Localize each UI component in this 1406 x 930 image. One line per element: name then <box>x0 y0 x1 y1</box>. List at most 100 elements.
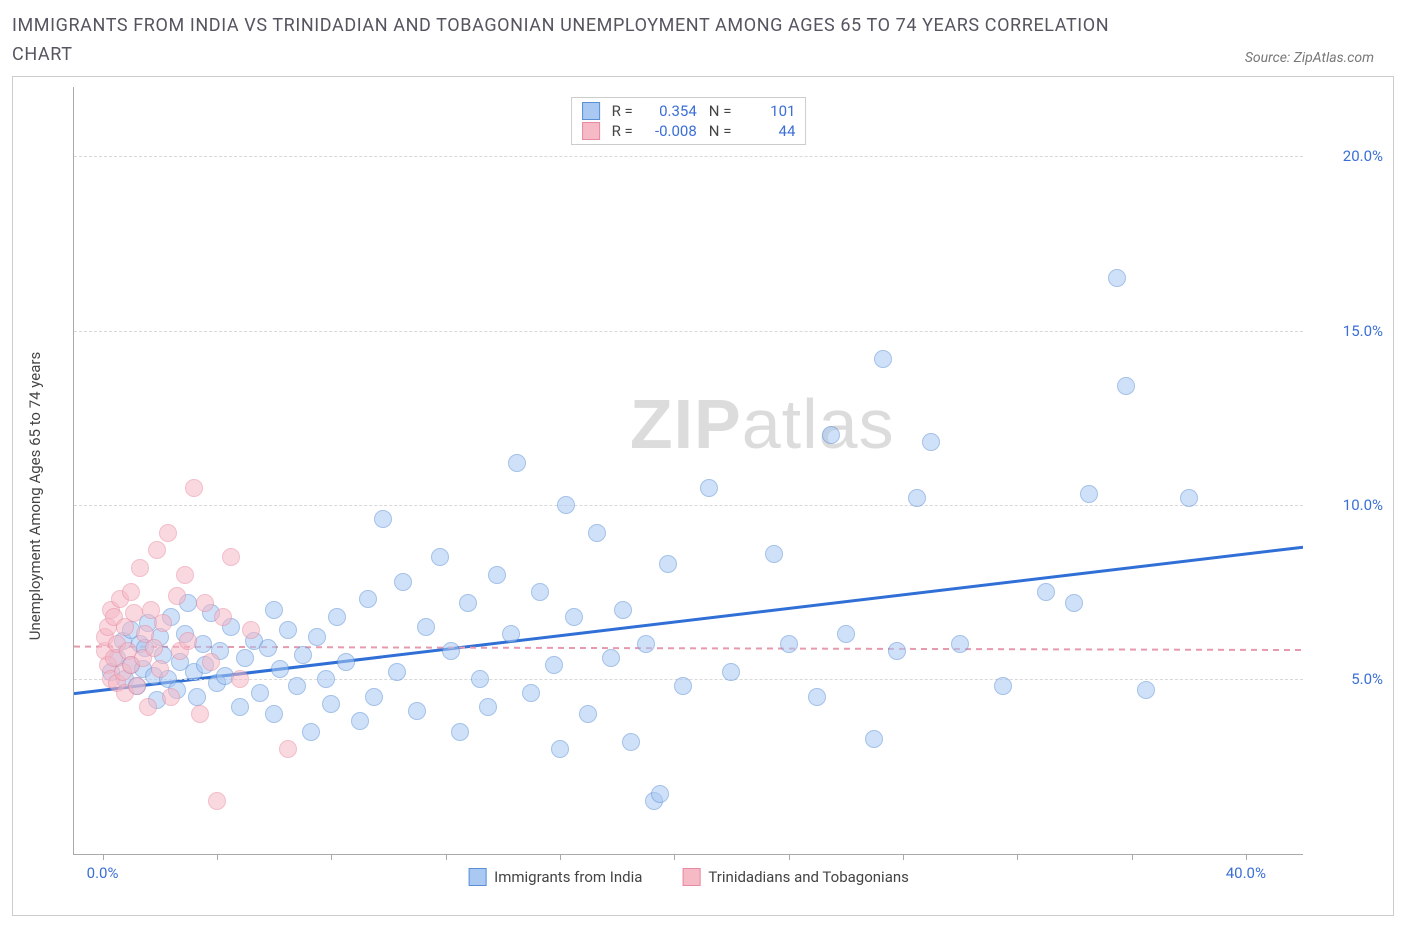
data-point <box>322 695 340 713</box>
x-tick <box>903 854 904 860</box>
x-tick <box>1246 854 1247 860</box>
data-point <box>125 604 143 622</box>
data-point <box>479 698 497 716</box>
data-point <box>208 792 226 810</box>
x-tick <box>1132 854 1133 860</box>
data-point <box>128 677 146 695</box>
data-point <box>874 350 892 368</box>
data-point <box>176 566 194 584</box>
legend-label: Trinidadians and Tobagonians <box>708 868 908 886</box>
source-attribution: Source: ZipAtlas.com <box>1245 50 1394 70</box>
gridline <box>74 331 1303 332</box>
data-point <box>508 454 526 472</box>
data-point <box>145 639 163 657</box>
data-point <box>700 479 718 497</box>
y-tick-label: 5.0% <box>1313 670 1383 688</box>
data-point <box>265 601 283 619</box>
x-tick <box>560 854 561 860</box>
data-point <box>279 740 297 758</box>
n-label: N = <box>709 122 732 140</box>
legend-swatch <box>582 102 600 120</box>
data-point <box>1065 594 1083 612</box>
data-point <box>565 608 583 626</box>
data-point <box>722 663 740 681</box>
data-point <box>236 649 254 667</box>
data-point <box>302 723 320 741</box>
n-label: N = <box>709 102 732 120</box>
watermark: ZIPatlas <box>630 384 895 464</box>
data-point <box>659 555 677 573</box>
data-point <box>674 677 692 695</box>
data-point <box>279 621 297 639</box>
x-tick <box>446 854 447 860</box>
data-point <box>1108 269 1126 287</box>
data-point <box>196 594 214 612</box>
legend-swatch <box>468 868 486 886</box>
legend-item: Trinidadians and Tobagonians <box>682 868 908 886</box>
correlation-legend: R =0.354N =101R =-0.008N =44 <box>571 97 807 145</box>
data-point <box>351 712 369 730</box>
data-point <box>317 670 335 688</box>
x-tick <box>1017 854 1018 860</box>
x-tick <box>789 854 790 860</box>
data-point <box>637 635 655 653</box>
data-point <box>765 545 783 563</box>
y-tick-label: 20.0% <box>1313 147 1383 165</box>
data-point <box>557 496 575 514</box>
y-tick-label: 10.0% <box>1313 496 1383 514</box>
r-label: R = <box>612 102 633 120</box>
data-point <box>131 559 149 577</box>
data-point <box>185 479 203 497</box>
data-point <box>1180 489 1198 507</box>
r-value: 0.354 <box>645 102 697 120</box>
data-point <box>222 548 240 566</box>
data-point <box>159 524 177 542</box>
data-point <box>1080 485 1098 503</box>
data-point <box>168 587 186 605</box>
data-point <box>459 594 477 612</box>
legend-label: Immigrants from India <box>494 868 642 886</box>
data-point <box>994 677 1012 695</box>
x-tick <box>103 854 104 860</box>
data-point <box>502 625 520 643</box>
data-point <box>365 688 383 706</box>
data-point <box>337 653 355 671</box>
data-point <box>408 702 426 720</box>
gridline <box>74 505 1303 506</box>
data-point <box>179 632 197 650</box>
data-point <box>908 489 926 507</box>
data-point <box>545 656 563 674</box>
data-point <box>579 705 597 723</box>
data-point <box>359 590 377 608</box>
data-point <box>922 433 940 451</box>
chart-container: Unemployment Among Ages 65 to 74 years Z… <box>12 76 1394 916</box>
data-point <box>837 625 855 643</box>
trend-line <box>74 547 1303 693</box>
data-point <box>531 583 549 601</box>
data-point <box>139 698 157 716</box>
data-point <box>488 566 506 584</box>
x-tick-label: 0.0% <box>87 864 119 882</box>
data-point <box>551 740 569 758</box>
data-point <box>431 548 449 566</box>
data-point <box>202 653 220 671</box>
x-tick-label: 40.0% <box>1226 864 1266 882</box>
data-point <box>417 618 435 636</box>
data-point <box>231 698 249 716</box>
data-point <box>622 733 640 751</box>
data-point <box>154 614 172 632</box>
data-point <box>242 621 260 639</box>
r-label: R = <box>612 122 633 140</box>
data-point <box>151 660 169 678</box>
data-point <box>148 541 166 559</box>
data-point <box>214 608 232 626</box>
data-point <box>294 646 312 664</box>
legend-swatch <box>682 868 700 886</box>
data-point <box>265 705 283 723</box>
data-point <box>188 688 206 706</box>
data-point <box>251 684 269 702</box>
data-point <box>308 628 326 646</box>
chart-title: IMMIGRANTS FROM INDIA VS TRINIDADIAN AND… <box>12 12 1112 70</box>
plot-area: ZIPatlas R =0.354N =101R =-0.008N =44 Im… <box>73 87 1303 855</box>
x-tick <box>217 854 218 860</box>
